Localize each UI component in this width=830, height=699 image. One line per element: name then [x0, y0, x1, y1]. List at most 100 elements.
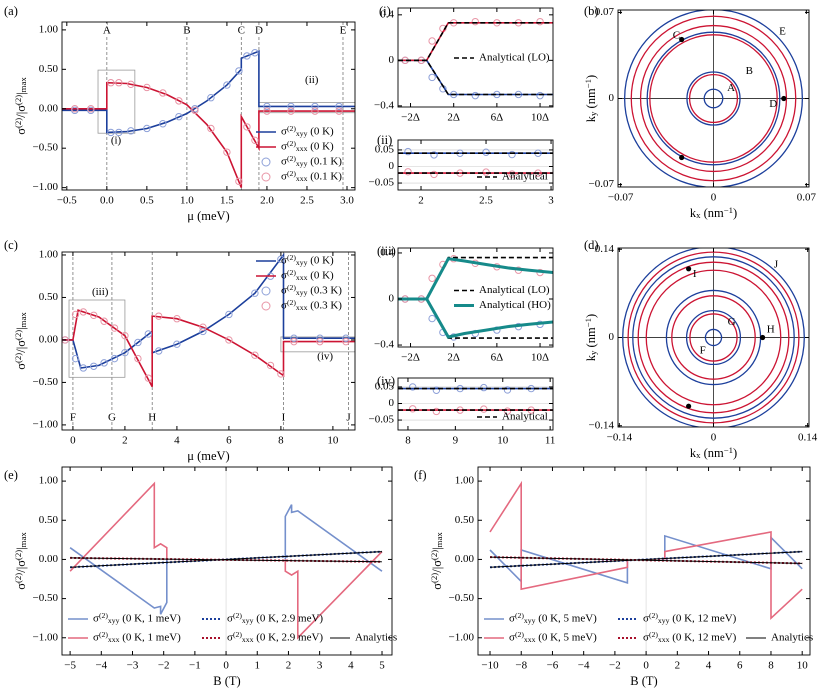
data-point	[290, 337, 298, 346]
data-point	[482, 168, 490, 176]
text-part: max	[18, 77, 28, 93]
text-part: (2)	[233, 611, 242, 620]
axes-frame	[397, 139, 554, 191]
point-label: G	[728, 316, 736, 328]
x-tick-label: −4	[578, 660, 590, 672]
y-tick-label: 0.00	[39, 553, 59, 565]
y-tick-label: 0	[389, 160, 395, 172]
text-part: xxx	[296, 273, 308, 282]
text-part: xyy	[296, 258, 308, 267]
axes-frame	[397, 7, 554, 108]
marker-label: D	[255, 25, 263, 37]
marker-label: G	[108, 412, 116, 424]
data-point	[115, 79, 123, 87]
text-part: (2)	[287, 139, 296, 148]
data-point	[127, 80, 135, 89]
fermi-contour	[685, 309, 742, 366]
text-part: xyy	[108, 616, 120, 625]
inset-label: (ii)	[305, 74, 319, 86]
y-tick-label: −1.00	[449, 631, 475, 643]
fermi-contour	[689, 313, 738, 362]
text-part: xxx	[296, 144, 308, 153]
x-tick-label: 6	[226, 435, 232, 447]
data-point	[342, 337, 350, 346]
marker-label: J	[346, 412, 351, 424]
x-tick-label: 0.07	[797, 192, 817, 204]
x-tick-label: 1	[255, 660, 261, 672]
data-point	[428, 73, 436, 82]
x-tick-label: −2Δ	[401, 112, 420, 124]
data-point	[316, 337, 324, 346]
y-tick-label: −0.4	[374, 99, 394, 111]
data-point	[428, 274, 436, 282]
data-point	[536, 91, 544, 100]
data-point	[408, 383, 417, 391]
text-part: (2)	[13, 118, 23, 128]
data-point	[404, 168, 412, 176]
axes-frame	[477, 466, 811, 656]
x-tick-label: 0	[70, 435, 76, 447]
text-part: max	[18, 532, 28, 548]
x-tick-label: 11	[545, 435, 556, 447]
line-series	[398, 257, 553, 301]
data-point	[100, 359, 108, 367]
line-series	[398, 22, 553, 62]
k-point	[686, 403, 692, 409]
x-tick-label: −2Δ	[401, 352, 420, 364]
data-point	[243, 52, 251, 60]
data-point	[482, 148, 490, 156]
y-tick-label: −0.50	[33, 142, 59, 154]
x-tick-label: −6	[547, 660, 559, 672]
data-point	[62, 336, 69, 344]
data-point	[311, 102, 319, 111]
x-tick-label: 8	[405, 435, 411, 447]
data-point	[290, 334, 298, 342]
text-part: xxx	[658, 635, 670, 644]
plot-area	[69, 467, 383, 655]
text-part: xyy	[524, 616, 536, 625]
fermi-contour	[632, 256, 795, 419]
data-point	[277, 255, 285, 263]
x-tick-label: 0.0	[100, 195, 114, 207]
x-tick-label: 4	[174, 435, 180, 447]
data-point	[503, 386, 512, 394]
data-point	[159, 120, 167, 128]
data-point	[127, 127, 135, 135]
data-point	[110, 324, 119, 332]
marker-label: J	[346, 412, 351, 424]
data-point	[480, 405, 488, 413]
x-tick-label: 1.0	[180, 195, 194, 207]
fermi-contour	[645, 269, 782, 406]
legend-label: Analytical (HO)	[479, 299, 551, 311]
x-tick-label: −2	[609, 660, 621, 672]
text-part: (2)	[515, 630, 524, 639]
x-tick-label: −2	[158, 660, 170, 672]
data-point	[134, 338, 142, 347]
legend-label: σ(2)xyy (0.1 K)	[281, 154, 342, 168]
x-tick-label: 6Δ	[491, 112, 504, 124]
x-axis-label: B (T)	[213, 674, 240, 688]
panel-label: (c)	[4, 238, 18, 252]
fermi-contour	[627, 251, 800, 424]
line-series	[489, 480, 803, 621]
point-label: I	[693, 268, 697, 280]
inset-label: (iii)	[92, 286, 109, 298]
x-tick-label: 0	[223, 660, 229, 672]
data-point	[287, 102, 295, 111]
text-part: (2)	[233, 630, 242, 639]
y-tick-label: −0.50	[449, 592, 475, 604]
line-series	[69, 504, 383, 615]
inset-label: (iv)	[317, 350, 333, 362]
plot-area	[398, 383, 553, 421]
y-tick-label: 0	[609, 331, 615, 343]
data-point	[207, 94, 215, 102]
data-point	[90, 311, 98, 319]
data-point	[471, 91, 479, 100]
panel-label: (a)	[4, 4, 18, 18]
text-part: −1	[724, 205, 733, 215]
fermi-contour	[649, 34, 778, 163]
x-tick-label: −3	[127, 660, 139, 672]
text-part: x	[696, 210, 701, 220]
y-tick-label: −0.4	[374, 339, 394, 351]
